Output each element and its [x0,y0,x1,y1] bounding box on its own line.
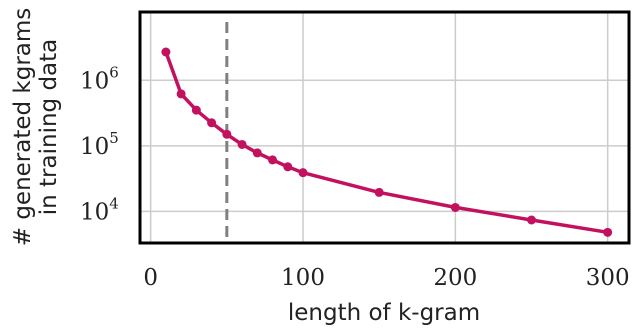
data-point [237,139,247,149]
data-point [374,187,384,197]
x-tick-label: 100 [281,265,325,291]
data-point [603,227,613,237]
data-point [450,202,460,212]
y-axis-ticks: 104 105 106 [80,63,119,225]
gridlines [140,12,629,243]
x-axis-label: length of k-gram [288,300,480,326]
y-tick-label: 105 [80,129,119,160]
data-point [176,89,186,99]
data-point [191,105,201,115]
data-point [298,168,308,178]
data-point [222,129,232,139]
data-point [207,118,217,128]
plot-frame [138,10,631,245]
x-axis-ticks: 0 100 200 300 [143,265,629,291]
series-group [161,47,613,237]
y-axis-label-line-1: # generated kgrams [10,8,36,247]
data-point [283,162,293,172]
x-tick-label: 200 [433,265,477,291]
data-point [161,47,171,57]
data-point [268,155,278,165]
y-axis-label-line-2: in training data [36,39,62,216]
y-tick-label: 106 [80,63,119,94]
data-point [252,148,262,158]
y-tick-label: 104 [80,194,119,225]
x-tick-label: 300 [586,265,630,291]
data-point [527,215,537,225]
plot-background [140,12,629,243]
x-tick-label: 0 [143,265,158,291]
